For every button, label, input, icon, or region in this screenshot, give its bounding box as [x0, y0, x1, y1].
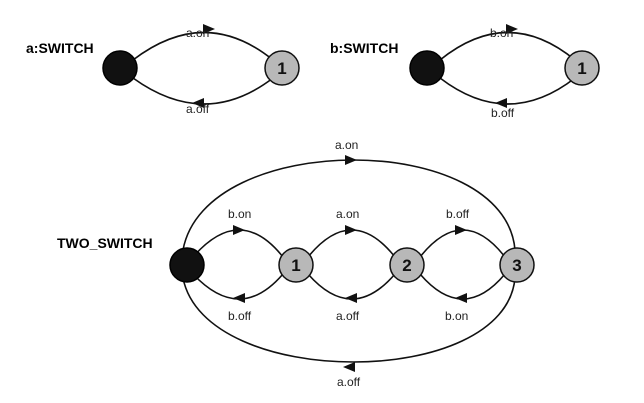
transition-edge: [307, 273, 396, 300]
arrow-head: [495, 98, 507, 108]
machine-title: TWO_SWITCH: [57, 235, 153, 251]
state-label: 3: [512, 256, 521, 275]
transition-label: b.off: [491, 106, 515, 120]
transition-label: a.off: [337, 375, 361, 389]
machine-title: b:SWITCH: [330, 40, 398, 56]
transition-edge: [182, 159, 516, 251]
transition-label: b.on: [445, 309, 468, 323]
state-node: [264, 50, 300, 86]
arrow-head: [203, 24, 215, 34]
state-label: 1: [291, 256, 300, 275]
machine-b-switch: b:SWITCH b.on b.off 1: [330, 24, 600, 120]
transition-label: a.on: [335, 138, 358, 152]
arrow-head: [345, 155, 357, 165]
transition-label: b.off: [228, 309, 252, 323]
machine-title: a:SWITCH: [26, 40, 94, 56]
transition-label: a.off: [186, 102, 210, 116]
transition-label: a.on: [186, 26, 209, 40]
arrow-head: [233, 293, 245, 303]
transition-edge: [419, 229, 506, 258]
arrow-head: [455, 225, 467, 235]
arrow-head: [233, 225, 245, 235]
state-node: [499, 247, 535, 283]
machine-two-switch: TWO_SWITCH a.on a.off b.on b.off a.on a.…: [57, 138, 535, 389]
state-node: [389, 247, 425, 283]
arrow-head: [345, 225, 357, 235]
transition-label: b.on: [228, 207, 251, 221]
state-node: [564, 50, 600, 86]
initial-state: [169, 247, 205, 283]
transition-label: a.off: [336, 309, 360, 323]
arrow-head: [343, 362, 355, 372]
state-label: 2: [402, 256, 411, 275]
transition-label: b.on: [490, 26, 513, 40]
arrow-head: [455, 293, 467, 303]
initial-state: [409, 50, 445, 86]
transition-edge: [307, 229, 396, 258]
arrow-head: [192, 98, 204, 108]
transition-label: a.on: [336, 207, 359, 221]
state-label: 1: [577, 59, 586, 78]
transition-edge: [192, 229, 284, 258]
machine-a-switch: a:SWITCH a.on a.off 1: [26, 24, 300, 116]
arrow-head: [345, 293, 357, 303]
transition-label: b.off: [446, 207, 470, 221]
transition-edge: [439, 77, 576, 105]
state-node: [278, 247, 314, 283]
state-label: 1: [277, 59, 286, 78]
transition-edge: [182, 277, 516, 363]
arrow-head: [506, 24, 518, 34]
initial-state: [102, 50, 138, 86]
transition-edge: [192, 273, 284, 300]
